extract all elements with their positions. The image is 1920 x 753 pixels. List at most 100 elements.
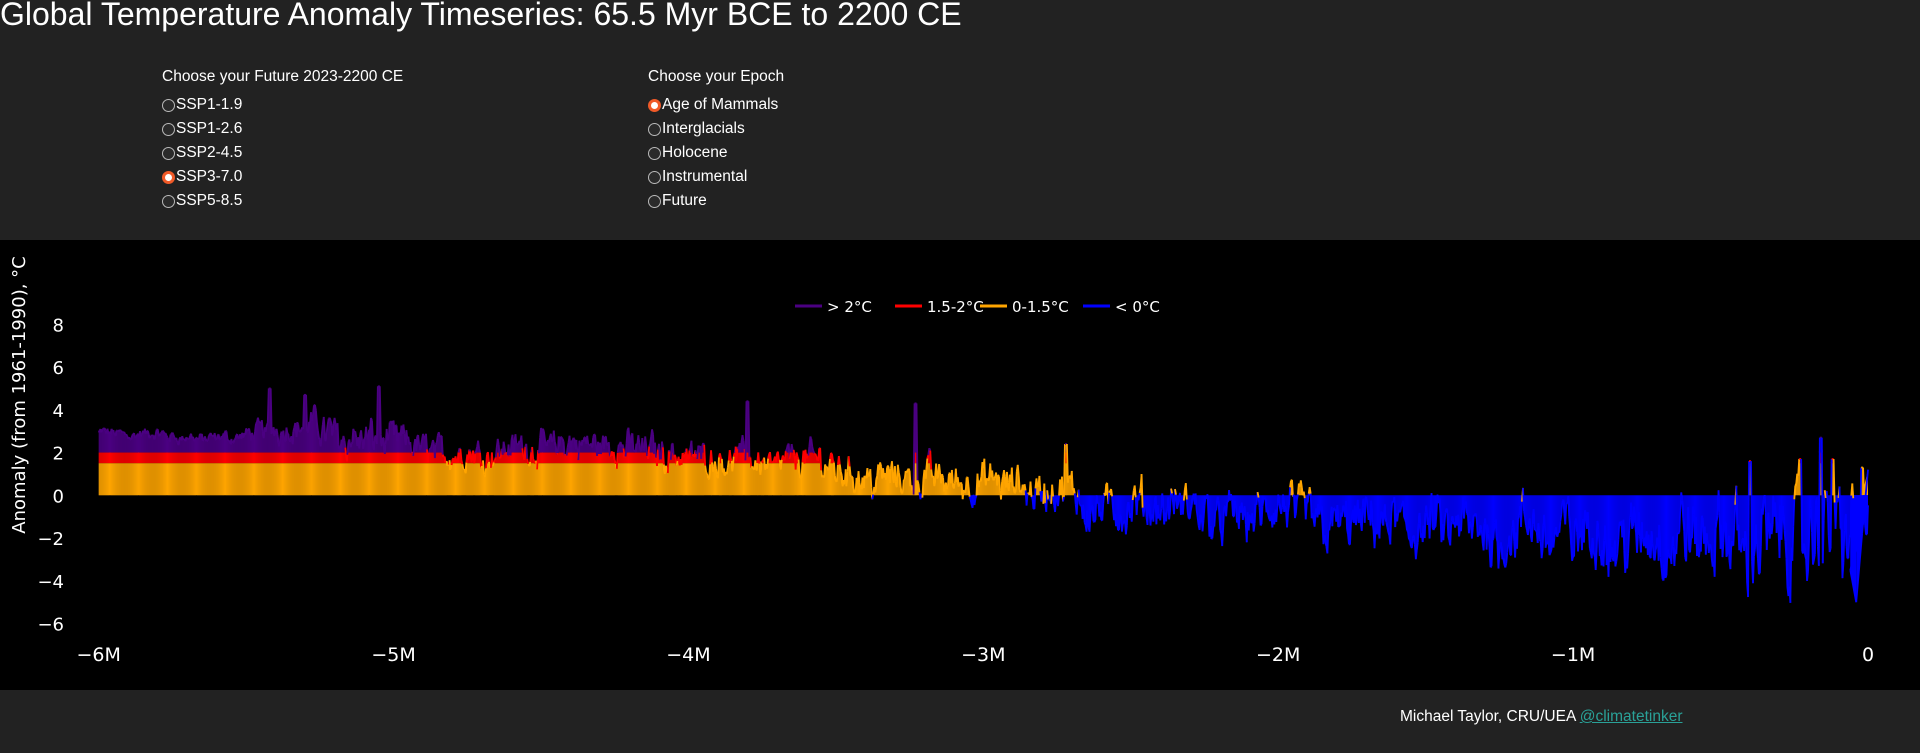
band-0-to-1-5c-segment — [624, 463, 626, 496]
series-line-segment — [1577, 537, 1580, 552]
series-line-segment — [766, 458, 769, 469]
future-option[interactable]: SSP5-8.5 — [162, 189, 403, 213]
radio-button[interactable] — [648, 194, 661, 208]
band-0-to-1-5c-segment — [433, 463, 435, 496]
series-line-segment — [1647, 534, 1651, 558]
band-0-to-1-5c-segment — [669, 463, 671, 496]
band-0-to-1-5c-segment — [634, 463, 636, 496]
future-option[interactable]: SSP2-4.5 — [162, 141, 403, 165]
series-line-segment — [858, 482, 862, 488]
series-line-segment — [168, 434, 172, 442]
band-1-5-to-2c-segment — [420, 452, 422, 464]
radio-button[interactable] — [648, 146, 661, 160]
band-0-to-1-5c-segment — [569, 463, 571, 496]
band-1-5-to-2c-segment — [436, 452, 438, 464]
band-0-to-1-5c-segment — [122, 463, 124, 496]
band-0-to-1-5c-segment — [138, 463, 140, 496]
band-0-to-1-5c-segment — [571, 463, 573, 496]
band-0-to-1-5c-segment — [322, 463, 324, 496]
series-line-segment — [1293, 494, 1296, 519]
series-line-segment — [1722, 521, 1726, 543]
band-below-0c-segment — [1548, 495, 1550, 556]
series-line-segment — [1447, 536, 1451, 541]
band-0-to-1-5c-segment — [927, 463, 929, 496]
band-0-to-1-5c-segment — [450, 465, 452, 496]
band-0-to-1-5c-segment — [816, 463, 818, 496]
legend-item[interactable]: 1.5-2°C — [895, 298, 984, 316]
band-0-to-1-5c-segment — [635, 463, 637, 496]
series-line-segment — [1046, 490, 1050, 500]
band-below-0c-segment — [1708, 495, 1710, 553]
radio-button[interactable] — [648, 98, 661, 112]
future-option[interactable]: SSP1-2.6 — [162, 117, 403, 141]
band-below-0c-segment — [1556, 495, 1558, 537]
band-0-to-1-5c-segment — [323, 463, 325, 496]
band-0-to-1-5c-segment — [399, 463, 401, 496]
radio-button[interactable] — [162, 122, 175, 136]
plot-area[interactable] — [97, 385, 1869, 603]
band-0-to-1-5c-segment — [207, 463, 209, 496]
radio-button[interactable] — [162, 98, 175, 112]
band-1-5-to-2c-segment — [180, 452, 182, 464]
band-0-to-1-5c-segment — [113, 463, 115, 496]
series-line-segment — [673, 454, 677, 458]
series-line-segment — [1263, 497, 1267, 500]
series-line-segment — [439, 435, 442, 438]
chart-area[interactable]: > 2°C 1.5-2°C 0-1.5°C < 0°C −6 −4 −2 0 2 4 6 8 −6M… — [0, 240, 1920, 690]
series-line-segment — [1658, 524, 1662, 558]
band-1-5-to-2c-segment — [520, 452, 522, 464]
band-above-2c-segment — [120, 430, 122, 453]
series-line-segment — [629, 434, 633, 444]
band-below-0c-segment — [1710, 495, 1712, 559]
series-line-segment — [1537, 523, 1541, 540]
series-line-segment — [1014, 491, 1017, 494]
series-line-segment — [1091, 504, 1093, 507]
series-line-segment — [1177, 498, 1180, 506]
band-0-to-1-5c-segment — [777, 463, 779, 496]
band-1-5-to-2c-segment — [505, 452, 507, 464]
legend-item[interactable]: 0-1.5°C — [980, 298, 1069, 316]
series-line-segment — [1491, 538, 1495, 541]
series-line-segment — [1146, 503, 1150, 525]
radio-button[interactable] — [648, 122, 661, 136]
future-option[interactable]: SSP1-1.9 — [162, 93, 403, 117]
radio-button[interactable] — [648, 170, 661, 184]
radio-button[interactable] — [162, 146, 175, 160]
radio-button[interactable] — [162, 170, 175, 184]
series-line-segment — [1583, 510, 1586, 543]
band-1-5-to-2c-segment — [339, 452, 341, 464]
series-line-segment — [817, 448, 821, 461]
band-0-to-1-5c-segment — [658, 463, 660, 496]
epoch-option[interactable]: Interglacials — [648, 117, 784, 141]
band-1-5-to-2c-segment — [224, 452, 226, 464]
radio-button[interactable] — [162, 194, 175, 208]
band-above-2c-segment — [187, 438, 189, 453]
series-line-segment — [1494, 519, 1498, 538]
epoch-option[interactable]: Holocene — [648, 141, 784, 165]
series-line-segment — [1567, 495, 1571, 517]
band-0-to-1-5c-segment — [575, 463, 577, 496]
band-0-to-1-5c-segment — [244, 463, 246, 496]
series-line-segment — [1378, 512, 1382, 539]
legend-item[interactable]: > 2°C — [795, 298, 872, 316]
band-0-to-1-5c-segment — [547, 463, 549, 496]
band-below-0c-segment — [1412, 495, 1414, 539]
band-1-5-to-2c-segment — [302, 452, 304, 464]
band-0-to-1-5c-segment — [184, 463, 186, 496]
epoch-option[interactable]: Age of Mammals — [648, 93, 784, 117]
series-line-segment — [134, 436, 137, 439]
band-1-5-to-2c-segment — [306, 452, 308, 464]
band-0-to-1-5c-segment — [320, 463, 322, 496]
epoch-option[interactable]: Future — [648, 189, 784, 213]
series-line-segment — [1480, 529, 1484, 544]
legend-item[interactable]: < 0°C — [1083, 298, 1160, 316]
epoch-option[interactable]: Instrumental — [648, 165, 784, 189]
band-0-to-1-5c-segment — [159, 463, 161, 496]
series-line-segment — [569, 440, 573, 448]
band-0-to-1-5c-segment — [884, 473, 886, 496]
future-option[interactable]: SSP3-7.0 — [162, 165, 403, 189]
band-0-to-1-5c-segment — [328, 463, 330, 496]
series-line-segment — [385, 428, 389, 441]
band-0-to-1-5c-segment — [286, 463, 288, 496]
